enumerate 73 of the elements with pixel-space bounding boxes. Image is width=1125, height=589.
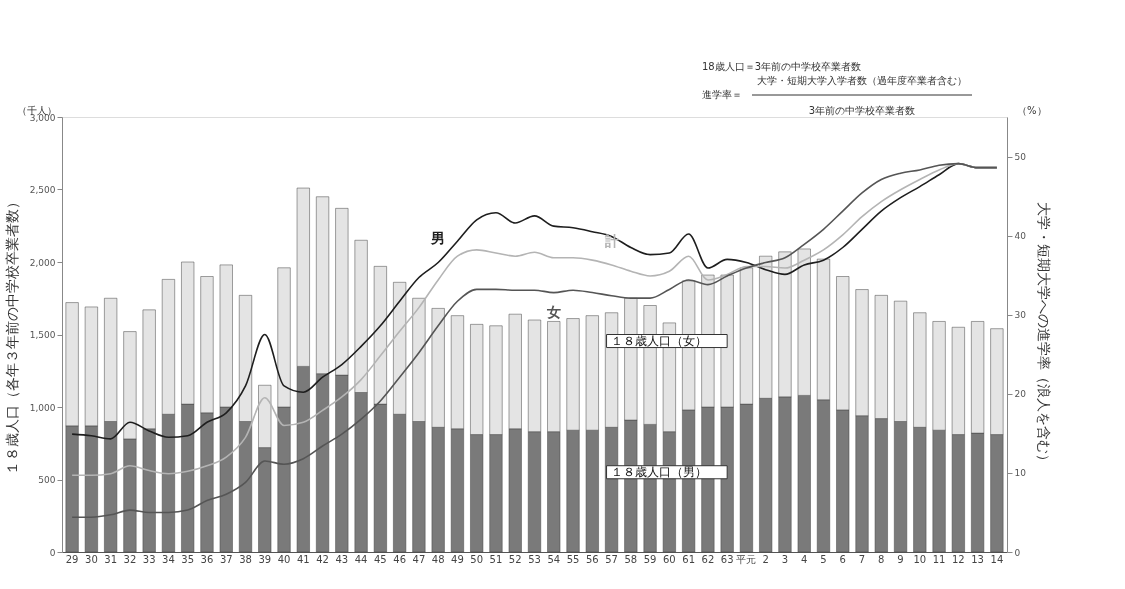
x-tick-label: 14 bbox=[990, 553, 1004, 565]
x-tick-label: 10 bbox=[913, 553, 927, 565]
series-label: １８歳人口（女） bbox=[611, 334, 708, 349]
x-tick-label: 59 bbox=[643, 553, 657, 565]
x-tick-label: 50 bbox=[470, 553, 484, 565]
x-tick-label: 40 bbox=[277, 553, 291, 565]
x-tick-label: 53 bbox=[528, 553, 541, 565]
x-tick-label: 46 bbox=[393, 553, 406, 565]
x-tick-label: 58 bbox=[624, 553, 638, 565]
x-tick-label: 44 bbox=[354, 553, 368, 565]
x-tick-label: 43 bbox=[335, 553, 349, 565]
x-tick-label: 平元 bbox=[736, 553, 757, 565]
y2-tick-label: 0 bbox=[1014, 547, 1021, 558]
x-tick-label: 5 bbox=[820, 553, 827, 565]
y-tick-label: 1,500 bbox=[29, 330, 56, 340]
x-tick-label: 34 bbox=[162, 553, 175, 565]
y-tick-label: 1,000 bbox=[29, 402, 56, 413]
series-label: １８歳人口（男） bbox=[611, 465, 708, 480]
x-tick-label: 55 bbox=[566, 553, 580, 565]
x-tick-label: 37 bbox=[219, 553, 233, 565]
text: 18歳人口＝3年前の中学校卒業者数 bbox=[702, 61, 862, 72]
x-tick-label: 49 bbox=[451, 553, 464, 565]
x-tick-label: 9 bbox=[897, 553, 904, 565]
x-tick-label: 63 bbox=[720, 553, 734, 565]
y2-axis-title: 大学・短期大学への進学率（浪人を含む） bbox=[1035, 202, 1052, 468]
x-tick-label: 7 bbox=[858, 553, 866, 565]
y2-tick-label: 30 bbox=[1014, 310, 1027, 321]
x-tick-label: 56 bbox=[585, 553, 599, 565]
x-tick-label: 4 bbox=[801, 553, 808, 565]
y2-tick-label: 10 bbox=[1014, 468, 1027, 479]
x-tick-label: 3 bbox=[781, 553, 789, 565]
x-tick-label: 61 bbox=[682, 553, 695, 565]
y2-tick-label: 20 bbox=[1014, 389, 1027, 400]
x-tick-label: 33 bbox=[142, 553, 156, 565]
x-tick-label: 8 bbox=[878, 553, 885, 565]
series-label: 計 bbox=[603, 232, 619, 249]
x-tick-label: 54 bbox=[547, 553, 561, 565]
text: （%） bbox=[1017, 105, 1047, 116]
x-tick-label: 32 bbox=[123, 553, 137, 565]
x-tick-label: 11 bbox=[932, 553, 946, 565]
x-tick-label: 45 bbox=[374, 553, 387, 565]
x-tick-label: 42 bbox=[316, 553, 329, 565]
x-tick-label: 48 bbox=[431, 553, 445, 565]
text: 3年前の中学校卒業者数 bbox=[808, 105, 916, 116]
x-tick-label: 12 bbox=[951, 553, 965, 565]
x-tick-label: 30 bbox=[85, 553, 98, 565]
x-tick-label: 6 bbox=[839, 553, 846, 565]
x-tick-label: 51 bbox=[489, 553, 503, 565]
x-tick-label: 31 bbox=[104, 553, 118, 565]
y2-tick-label: 40 bbox=[1014, 231, 1027, 242]
x-tick-label: 52 bbox=[508, 553, 522, 565]
y-tick-label: 0 bbox=[49, 547, 56, 558]
y2-tick-label: 50 bbox=[1014, 152, 1027, 163]
x-tick-label: 36 bbox=[200, 553, 214, 565]
x-tick-label: 39 bbox=[258, 553, 272, 565]
x-tick-label: 41 bbox=[296, 553, 310, 565]
y-tick-label: 2,000 bbox=[29, 257, 56, 268]
series-label: 女 bbox=[545, 304, 561, 321]
x-tick-label: 35 bbox=[181, 553, 195, 565]
text: 進学率＝ bbox=[702, 89, 742, 100]
y-tick-label: 2,500 bbox=[29, 185, 56, 195]
text: 大学・短期大学入学者数（過年度卒業者含む） bbox=[757, 75, 967, 86]
x-tick-label: 13 bbox=[971, 553, 984, 565]
x-tick-label: 62 bbox=[701, 553, 715, 565]
y-axis-title: １８歳人口（各年３年前の中学校卒業者数） bbox=[3, 195, 20, 475]
x-tick-label: 47 bbox=[412, 553, 426, 565]
x-tick-label: 60 bbox=[663, 553, 676, 565]
y-tick-label: 500 bbox=[38, 475, 56, 485]
x-tick-label: 29 bbox=[65, 553, 79, 565]
x-tick-label: 57 bbox=[605, 553, 618, 565]
x-tick-label: 2 bbox=[762, 553, 769, 565]
x-tick-label: 38 bbox=[239, 553, 252, 565]
series-label: 男 bbox=[430, 230, 446, 247]
